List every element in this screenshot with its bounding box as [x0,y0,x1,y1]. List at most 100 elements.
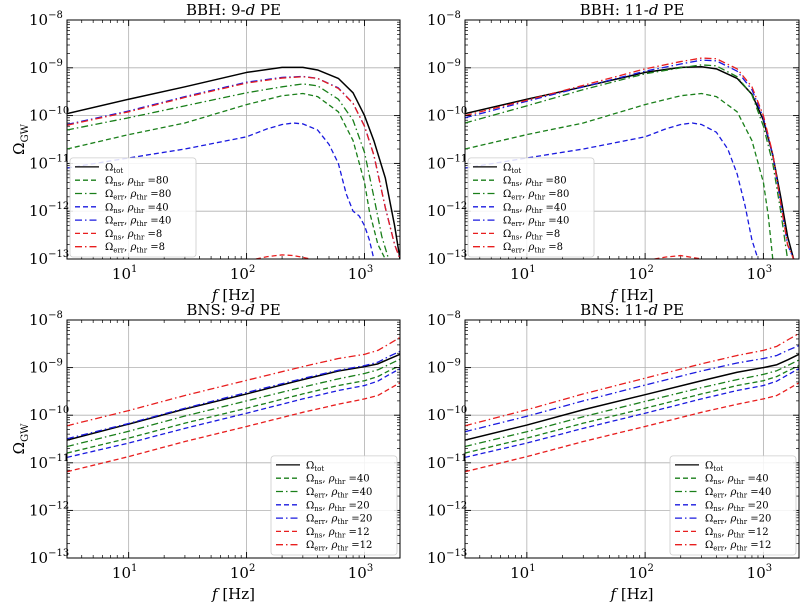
y-tick-label: 10−9 [427,58,461,77]
legend-label-2: Ωerr, ρthr =40 [306,487,372,500]
series-line-4 [465,59,795,259]
series-line-1 [67,92,386,259]
y-tick-label: 10−13 [427,548,467,567]
series-curves [67,66,400,259]
series-line-2 [67,83,390,259]
y-tick-label: 10−11 [29,453,69,472]
x-tick-label: 103 [348,563,373,582]
legend-box [270,455,398,556]
x-tick-label: 102 [628,563,653,582]
x-tick-label: 101 [112,264,137,283]
legend-label-1: Ωns, ρthr =80 [105,176,169,189]
x-tick-label: 103 [747,264,772,283]
y-tick-label: 10−10 [29,405,69,424]
legend-label-0: Ωtot [105,162,123,175]
series-line-3 [67,368,400,459]
x-tick-label: 101 [510,264,535,283]
x-tick-label: 102 [230,563,255,582]
x-tick-label: 103 [348,264,373,283]
series-line-2 [465,359,799,448]
legend-label-4: Ωerr, ρthr =20 [705,514,771,527]
legend-label-2: Ωerr, ρthr =80 [503,189,569,202]
y-tick-label: 10−8 [29,310,63,329]
y-tick-label: 10−10 [427,405,467,424]
y-tick-label: 10−8 [427,310,461,329]
y-tick-label: 10−11 [29,153,69,172]
axes-frame [464,19,800,260]
legend-label-4: Ωerr, ρthr =40 [105,216,171,229]
legend-label-1: Ωns, ρthr =40 [705,474,769,487]
y-tick-label: 10−13 [29,249,69,268]
legend-label-1: Ωns, ρthr =40 [306,474,370,487]
legend-label-3: Ωns, ρthr =20 [705,500,769,513]
x-axis-label: f [Hz] [609,286,653,304]
series-line-3 [465,122,759,259]
panel-title: BBH: 11-d PE [580,1,685,19]
y-tick-label: 10−9 [427,358,461,377]
series-line-6 [465,57,795,259]
axes-frame [66,19,401,260]
panel-title: BNS: 9-d PE [186,301,280,319]
legend-label-5: Ωns, ρthr =12 [705,527,769,540]
legend-box [467,157,595,258]
legend-label-3: Ωns, ρthr =40 [105,202,169,215]
y-tick-label: 10−12 [427,201,467,220]
legend-label-6: Ωerr, ρthr =12 [705,540,771,553]
series-line-2 [67,358,400,448]
series-curves [67,336,400,473]
series-curves [465,57,795,259]
legend-label-5: Ωns, ρthr =8 [105,229,162,242]
legend-label-2: Ωerr, ρthr =80 [105,189,171,202]
series-line-5 [654,254,702,259]
panel-2: 101 102 103 10−13 10−12 10−11 10−10 10−9 10−8 BBH… [427,1,800,304]
y-tick-label: 10−11 [427,153,467,172]
legend-label-1: Ωns, ρthr =80 [503,176,567,189]
legend-label-0: Ωtot [306,460,324,473]
legend-label-6: Ωerr, ρthr =8 [105,242,165,255]
series-line-1 [465,365,799,454]
panel-4: 101 102 103 10−13 10−12 10−11 10−10 10−9 10−8 BNS… [427,301,800,603]
x-tick-label: 101 [112,563,137,582]
y-tick-label: 10−11 [427,453,467,472]
x-tick-label: 102 [230,264,255,283]
legend-label-5: Ωns, ρthr =12 [306,527,370,540]
y-tick-label: 10−8 [29,10,63,29]
legend-label-3: Ωns, ρthr =40 [503,202,567,215]
series-line-1 [465,92,774,259]
series-line-5 [255,254,311,259]
x-axis-label: f [Hz] [211,585,255,603]
legend-label-0: Ωtot [705,460,723,473]
series-line-3 [465,368,799,459]
legend-label-2: Ωerr, ρthr =40 [705,487,771,500]
series-line-6 [465,332,799,427]
y-tick-label: 10−10 [427,106,467,125]
legend-label-3: Ωns, ρthr =20 [306,500,370,513]
series-line-0 [67,353,400,441]
y-tick-label: 10−13 [427,249,467,268]
axes-frame [464,319,800,559]
x-tick-label: 103 [747,563,772,582]
y-tick-label: 10−12 [29,201,69,220]
series-line-4 [67,350,400,440]
legend-box [669,455,797,556]
series-line-0 [67,66,400,259]
series-line-0 [465,353,799,441]
x-axis-label: f [Hz] [609,585,653,603]
y-tick-label: 10−9 [29,358,63,377]
series-line-2 [465,64,789,259]
legend-label-6: Ωerr, ρthr =12 [306,540,372,553]
legend-label-6: Ωerr, ρthr =8 [503,242,563,255]
series-line-6 [67,76,400,259]
legend-label-0: Ωtot [503,162,521,175]
axes-frame [66,319,401,559]
x-tick-label: 101 [510,563,535,582]
legend-box [69,157,197,258]
panel-3: 101 102 103 10−13 10−12 10−11 10−10 10−9 10−8 BNS… [10,301,401,603]
legend-label-4: Ωerr, ρthr =20 [306,514,372,527]
panel-title: BNS: 11-d PE [580,301,684,319]
